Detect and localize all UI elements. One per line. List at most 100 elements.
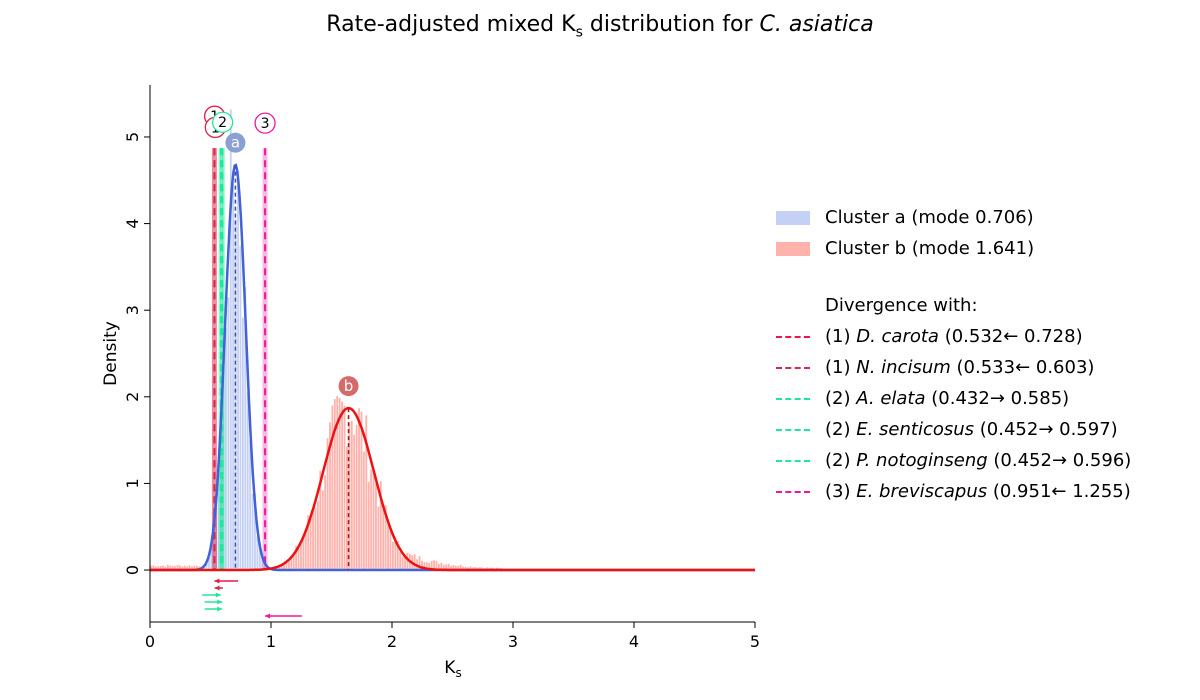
histogram-bar: [399, 552, 402, 571]
histogram-bar: [232, 182, 235, 571]
rate-adjustment-arrowhead: [217, 599, 223, 605]
chart-title: Rate-adjusted mixed Ks distribution for …: [326, 12, 874, 41]
histogram-bar: [353, 434, 356, 571]
histogram-bar: [241, 317, 244, 571]
x-tick-label: 0: [145, 632, 155, 651]
histogram-bar: [401, 556, 404, 571]
histogram-bar: [150, 565, 152, 571]
histogram-bar: [467, 567, 469, 571]
histogram-bar: [164, 566, 167, 571]
histogram-bar: [314, 507, 317, 571]
x-tick-label: 3: [508, 632, 518, 651]
histogram-bar: [479, 567, 481, 571]
histogram-bar: [186, 566, 189, 571]
histogram-bar: [229, 109, 232, 571]
histogram-bar: [423, 561, 426, 571]
histogram-bar: [404, 556, 406, 571]
histogram-bar: [462, 566, 464, 571]
histogram-bar: [295, 545, 298, 571]
histogram-bar: [212, 511, 215, 571]
histogram-bar: [384, 504, 387, 571]
mode-marker-label-a: a: [231, 134, 240, 152]
histogram-bar: [321, 490, 324, 571]
histogram-bar: [324, 475, 327, 571]
divergence-circle-label: 2: [218, 115, 227, 131]
histogram-bar: [300, 542, 302, 571]
histogram-bar: [428, 562, 431, 571]
histogram-bar: [329, 422, 331, 571]
y-axis-label: Density: [101, 321, 121, 386]
legend-divergence-row: (2) P. notoginseng (0.452→ 0.596): [776, 445, 1131, 476]
histogram-bar: [394, 536, 397, 571]
histogram-bar: [425, 562, 428, 571]
histogram-bar: [396, 540, 399, 571]
y-tick-label: 2: [123, 392, 142, 402]
histogram-bar: [169, 565, 172, 571]
histogram-bar: [222, 337, 225, 571]
histogram-bar: [433, 560, 435, 571]
histogram-bar: [256, 536, 259, 571]
histogram-bar: [193, 565, 196, 571]
histogram-bar: [234, 219, 237, 571]
histogram-bar: [367, 481, 370, 571]
histogram-bar: [389, 529, 392, 571]
histogram-bar: [237, 171, 239, 571]
divergence-circle-label: 3: [261, 116, 270, 132]
divergence-circle-marker: [211, 111, 234, 133]
histogram-bar: [244, 287, 247, 571]
histogram-bar: [331, 405, 334, 571]
histogram-bar: [227, 297, 230, 571]
y-tick-label: 5: [123, 132, 142, 142]
histogram-bar: [387, 520, 389, 571]
rate-adjustment-arrowhead: [215, 592, 221, 598]
histogram-bar: [195, 565, 198, 571]
histogram-bar: [447, 564, 450, 571]
histogram-bar: [375, 483, 377, 571]
histogram-bar: [406, 552, 409, 571]
divergence-circle-marker: [254, 112, 276, 134]
histogram-bar: [280, 564, 283, 571]
histogram-bar: [261, 557, 264, 571]
histogram-bar: [188, 565, 191, 571]
histogram-bar: [217, 461, 220, 571]
histogram-bar: [459, 564, 462, 571]
histogram-bar: [181, 566, 184, 571]
histogram-bar: [333, 399, 336, 571]
legend-divergence-row: (3) E. breviscapus (0.951← 1.255): [776, 476, 1131, 507]
histogram-bar: [348, 422, 351, 571]
histogram-bar: [421, 560, 423, 571]
histogram-bar: [225, 328, 227, 571]
histogram-bar: [179, 565, 181, 571]
legend-dash-swatch: [776, 490, 810, 493]
legend-cluster-b: Cluster b (mode 1.641): [776, 233, 1131, 264]
histogram-bar: [454, 565, 457, 571]
histogram-bar: [440, 562, 443, 571]
histogram-bar: [174, 566, 177, 571]
legend-divergence-row: (2) A. elata (0.432→ 0.585): [776, 383, 1131, 414]
histogram-bar: [362, 451, 365, 571]
rate-adjustment-arrowhead: [214, 578, 220, 584]
histogram-bar: [316, 501, 319, 571]
histogram-bar: [486, 567, 489, 571]
histogram-bar: [176, 565, 179, 571]
legend-cluster-a: Cluster a (mode 0.706): [776, 202, 1131, 233]
histogram-bar: [442, 564, 445, 571]
histogram-bar: [287, 559, 290, 571]
histogram-bar: [392, 541, 394, 571]
histogram-bar: [278, 566, 281, 571]
legend-cluster-b-label: Cluster b (mode 1.641): [825, 238, 1035, 259]
histogram-bar: [297, 548, 300, 571]
histogram-bar: [263, 564, 266, 571]
histogram-bar: [215, 506, 218, 571]
histogram-bar: [183, 565, 186, 571]
x-tick-label: 4: [629, 632, 639, 651]
histogram-bar: [319, 470, 322, 571]
density-curve-b: [150, 406, 755, 572]
mode-marker-b: [338, 376, 359, 397]
x-tick-label: 2: [387, 632, 397, 651]
histogram-bar: [370, 469, 373, 571]
histogram-bar: [283, 564, 285, 571]
histogram-bar: [210, 542, 213, 571]
legend-dash-swatch: [776, 397, 810, 400]
